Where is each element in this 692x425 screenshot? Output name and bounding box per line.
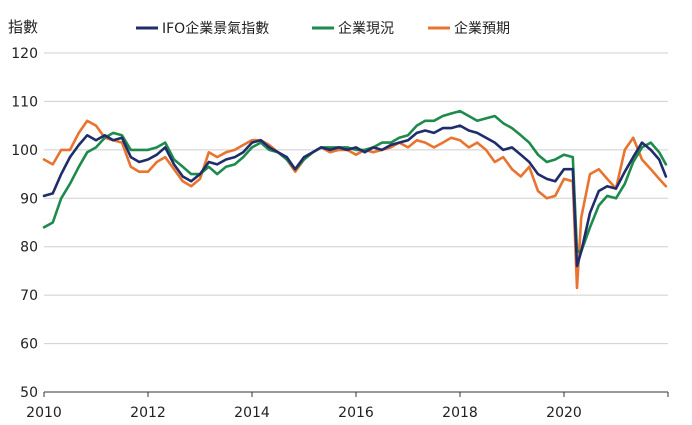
x-tick-label-2020: 2020 — [546, 405, 582, 421]
legend-label-1: 企業現況 — [338, 20, 394, 37]
y-tick-label-110: 110 — [11, 94, 38, 110]
series-line-0 — [42, 124, 668, 268]
y-tick-label-80: 80 — [20, 240, 38, 256]
x-tick-label-2018: 2018 — [442, 405, 478, 421]
x-axis: 2010 2012 2014 2016 2018 2020 — [26, 391, 669, 421]
y-tick-label-60: 60 — [20, 337, 38, 353]
y-tick-label-120: 120 — [11, 46, 38, 62]
x-tick-label-2010: 2010 — [26, 405, 62, 421]
y-tick-label-70: 70 — [20, 288, 38, 304]
y-tick-label-100: 100 — [11, 143, 38, 159]
legend: IFO企業景氣指數 企業現況 企業預期 — [136, 20, 510, 37]
legend-label-2: 企業預期 — [454, 20, 510, 37]
y-axis-ticks: 50 60 70 80 90 100 110 120 — [11, 46, 38, 401]
series-lines — [42, 109, 668, 290]
x-tick-label-2016: 2016 — [338, 405, 374, 421]
y-axis-label: 指數 — [8, 18, 38, 36]
y-tick-label-50: 50 — [20, 385, 38, 401]
series-line-2 — [42, 119, 668, 290]
x-tick-label-2012: 2012 — [130, 405, 166, 421]
x-tick-label-2014: 2014 — [234, 405, 270, 421]
legend-label-0: IFO企業景氣指數 — [162, 20, 269, 37]
y-tick-label-90: 90 — [20, 191, 38, 207]
